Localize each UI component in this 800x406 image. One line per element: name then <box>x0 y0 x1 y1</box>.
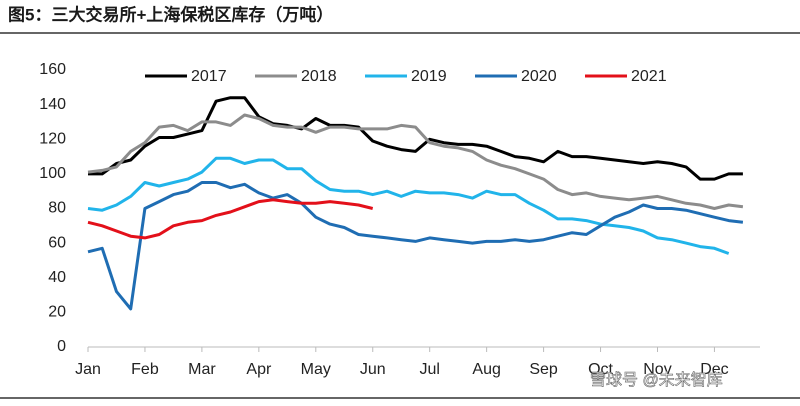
legend-label: 2021 <box>631 68 667 85</box>
series-line <box>87 198 374 240</box>
y-tick-label: 140 <box>39 96 66 113</box>
series-line <box>87 113 744 210</box>
y-tick-label: 20 <box>48 304 66 321</box>
y-tick-label: 100 <box>39 165 66 182</box>
x-tick-label: Jan <box>75 361 101 378</box>
series-line <box>88 96 743 181</box>
x-tick-label: Nov <box>643 361 671 378</box>
x-tick-label: May <box>301 361 331 378</box>
x-tick-label: Apr <box>246 361 272 378</box>
legend-label: 2019 <box>411 68 447 85</box>
legend-label: 2020 <box>521 68 557 85</box>
x-tick-label: Jul <box>419 361 439 378</box>
y-tick-label: 80 <box>48 200 66 217</box>
series-line <box>87 181 744 311</box>
chart-title: 图5：三大交易所+上海保税区库存（万吨） <box>8 4 333 24</box>
series-line <box>87 156 730 255</box>
watermark: 雪球号 @未来智库 <box>590 371 723 389</box>
y-tick-label: 160 <box>39 61 66 78</box>
y-tick-label: 0 <box>57 338 66 355</box>
y-tick-label: 60 <box>48 234 66 251</box>
x-tick-label: Dec <box>700 361 728 378</box>
x-tick-label: Oct <box>588 361 613 378</box>
legend-label: 2018 <box>301 68 337 85</box>
x-tick-label: Feb <box>131 361 159 378</box>
legend-label: 2017 <box>191 68 227 85</box>
x-tick-label: Aug <box>472 361 500 378</box>
y-tick-label: 120 <box>39 130 66 147</box>
x-tick-label: Jun <box>360 361 386 378</box>
x-tick-label: Sep <box>529 361 558 378</box>
x-tick-label: Mar <box>188 361 216 378</box>
y-tick-label: 40 <box>48 269 66 286</box>
